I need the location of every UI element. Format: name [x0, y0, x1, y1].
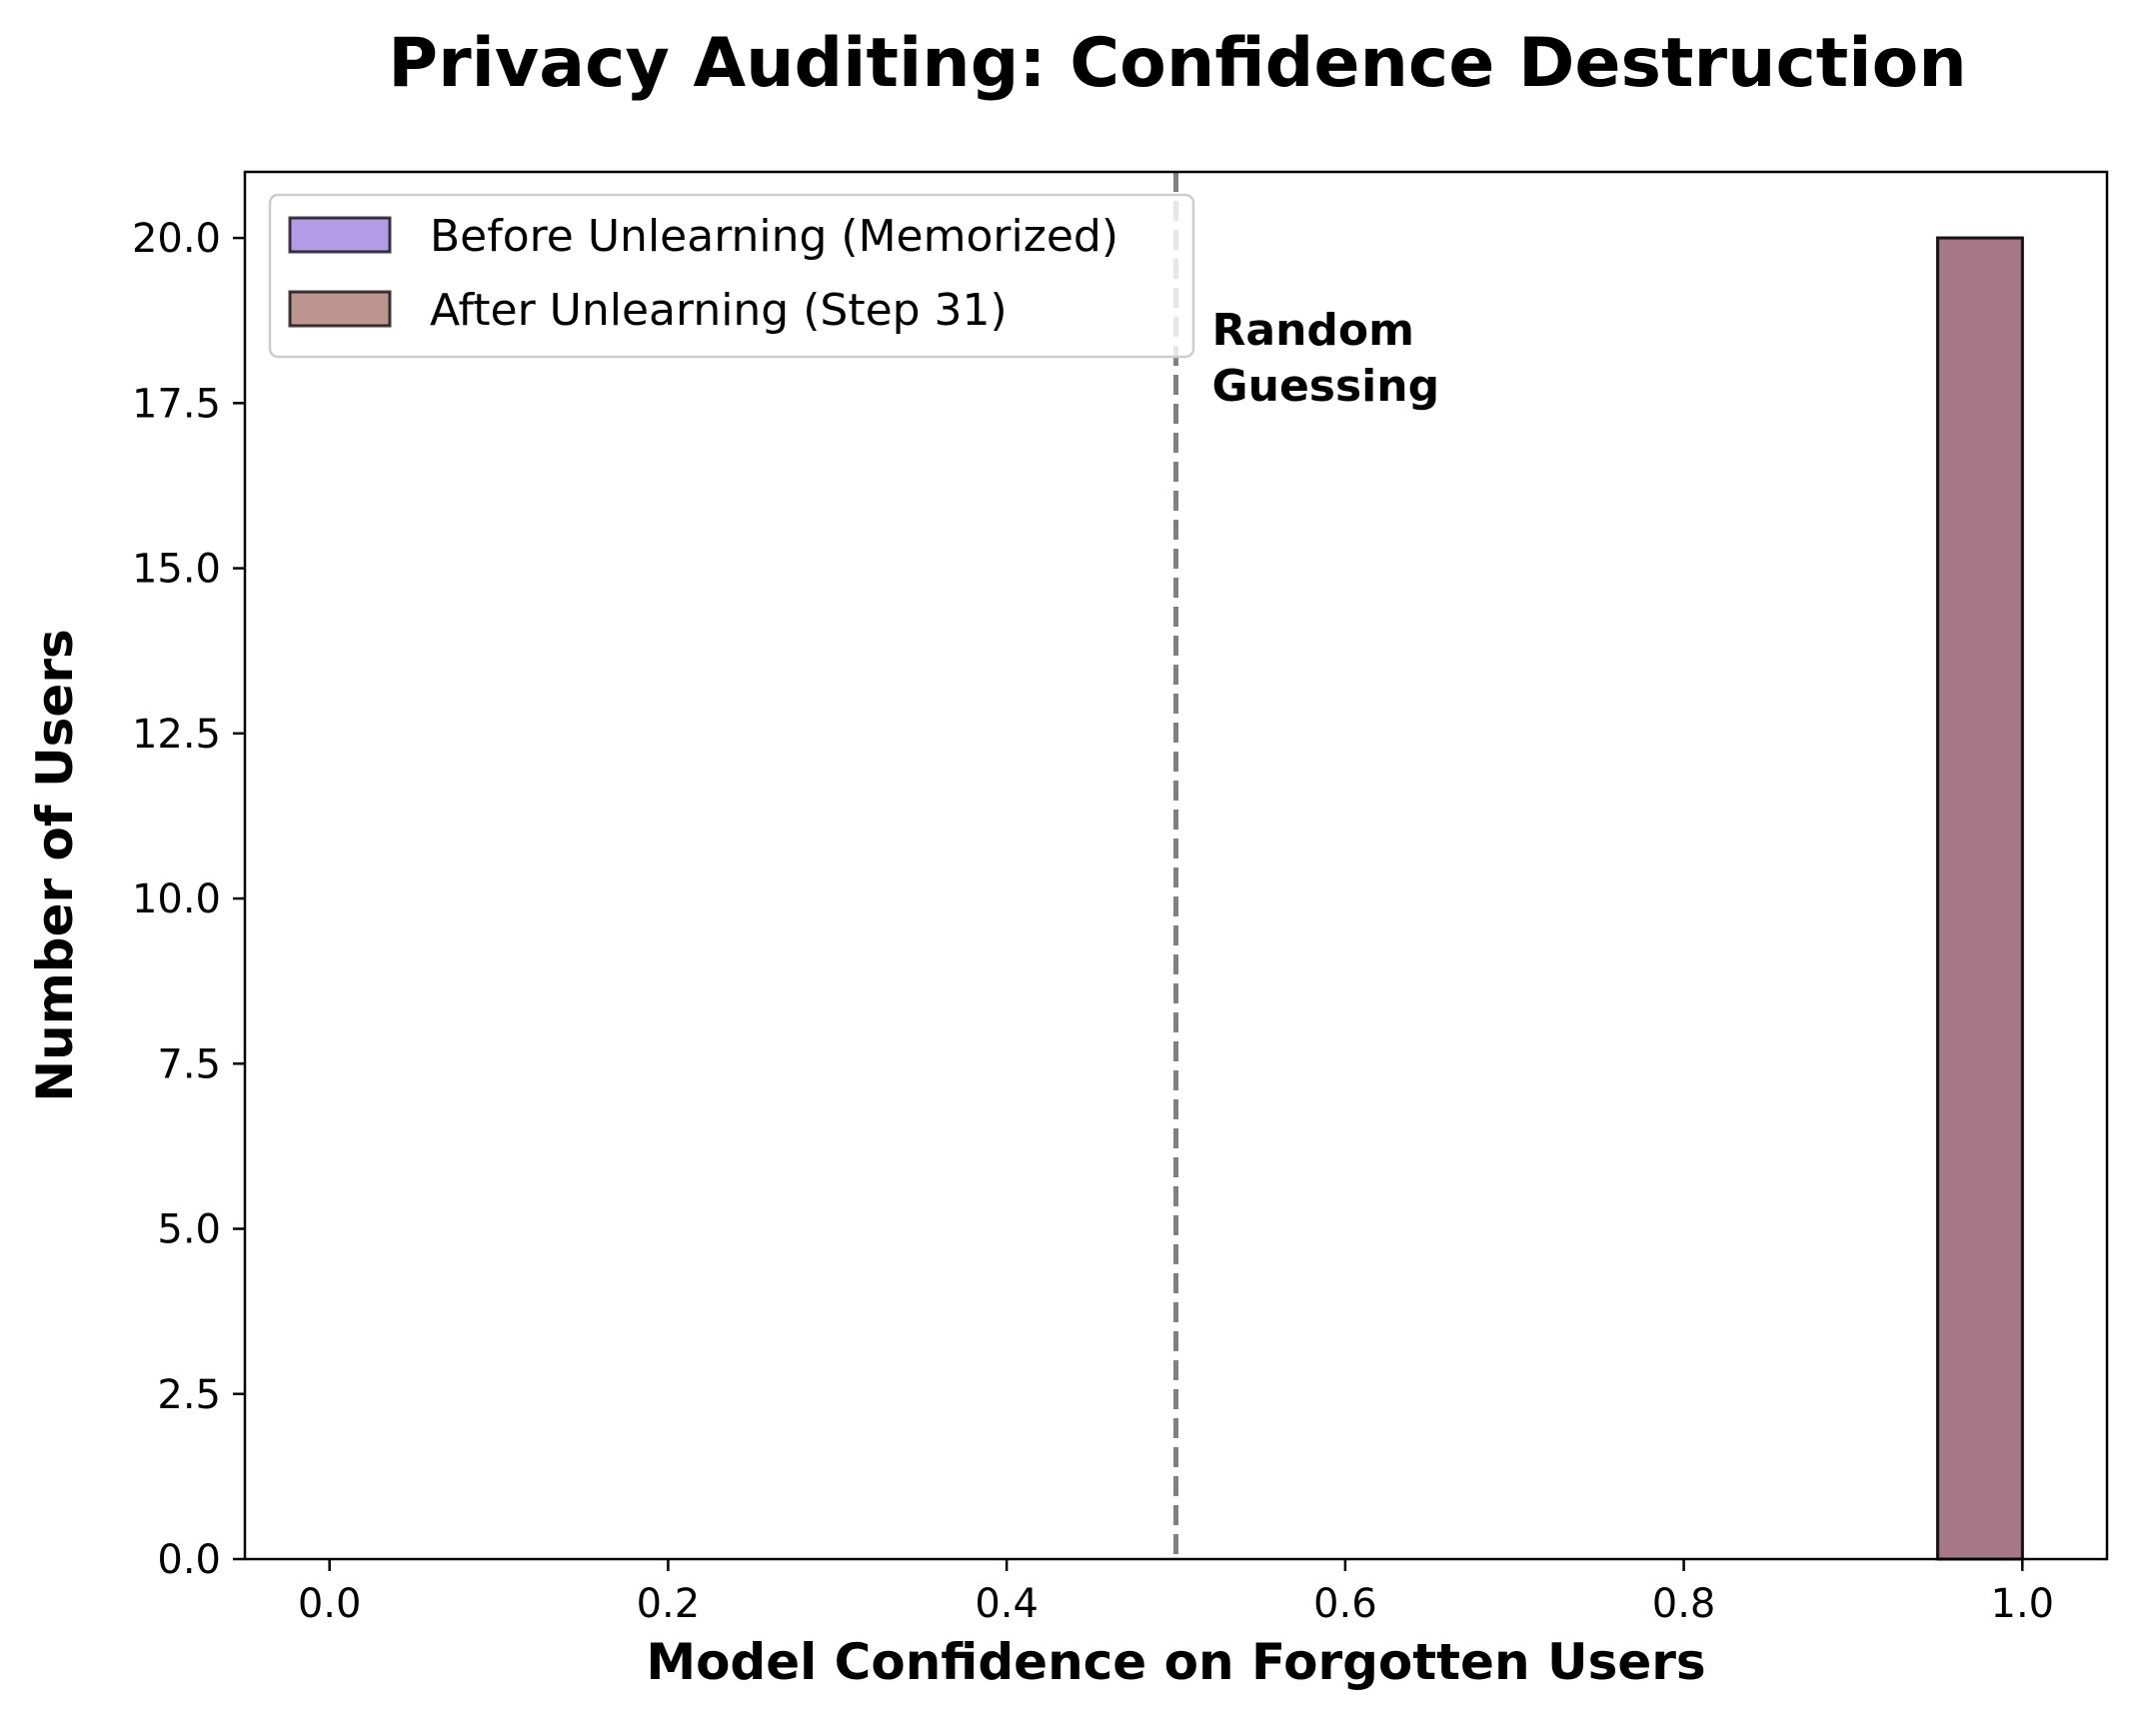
histogram-bar — [1936, 236, 2024, 1561]
annotation-layer: Random Guessing — [1212, 305, 1440, 412]
y-axis-ticks: 0.0 2.5 5.0 7.5 10.0 12.5 15.0 17.5 20.0 — [132, 216, 245, 1583]
x-tick-label: 1.0 — [1991, 1581, 2055, 1627]
x-tick-label: 0.0 — [298, 1581, 362, 1627]
legend-swatch — [288, 290, 392, 328]
bars-layer — [1936, 236, 2024, 1561]
x-tick-label: 0.2 — [637, 1581, 701, 1627]
y-tick-label: 17.5 — [132, 381, 221, 427]
legend-box — [268, 193, 1195, 359]
y-tick-label: 20.0 — [132, 216, 221, 262]
x-axis-ticks: 0.0 0.2 0.4 0.6 0.8 1.0 — [298, 1559, 2054, 1627]
chart-title: Privacy Auditing: Confidence Destruction — [388, 24, 1966, 103]
y-tick-label: 7.5 — [157, 1041, 221, 1087]
y-tick-label: 5.0 — [157, 1207, 221, 1253]
legend: Before Unlearning (Memorized) After Unlea… — [268, 193, 1195, 359]
x-tick-label: 0.4 — [975, 1581, 1039, 1627]
y-axis-title: Number of Users — [26, 629, 84, 1102]
x-tick-label: 0.8 — [1652, 1581, 1716, 1627]
annotation-text: Random Guessing — [1212, 305, 1440, 412]
y-tick-label: 12.5 — [132, 712, 221, 758]
plot-frame — [243, 170, 2109, 1561]
legend-label: After Unlearning (Step 31) — [430, 285, 1008, 336]
y-tick-label: 0.0 — [157, 1537, 221, 1583]
legend-swatch — [288, 216, 392, 254]
y-tick-label: 15.0 — [132, 547, 221, 593]
x-tick-label: 0.6 — [1313, 1581, 1377, 1627]
legend-label: Before Unlearning (Memorized) — [430, 211, 1118, 262]
x-axis-title: Model Confidence on Forgotten Users — [646, 1633, 1705, 1691]
y-tick-label: 2.5 — [157, 1372, 221, 1418]
y-tick-label: 10.0 — [132, 876, 221, 922]
